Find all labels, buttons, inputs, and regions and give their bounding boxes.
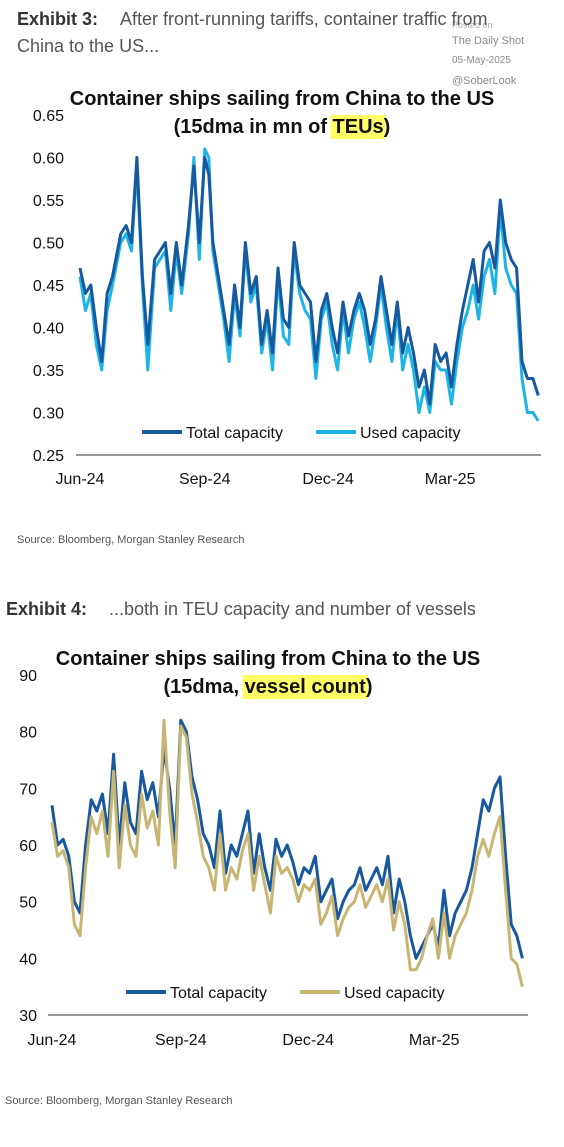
vessel-chart-title: Container ships sailing from China to th… [56,648,480,670]
teu-chart: Container ships sailing from China to th… [33,88,541,488]
vessel-ytick-label: 50 [19,895,37,912]
teu-ytick-label: 0.40 [33,321,64,338]
vessel-xtick-label: Dec-24 [282,1032,334,1049]
teu-ytick-label: 0.50 [33,236,64,253]
teu-ytick-label: 0.45 [33,278,64,295]
watermark-posted-on: Posted on [452,20,493,30]
vessel-chart: Container ships sailing from China to th… [19,648,528,1049]
vessel-subtitle-highlight: vessel count [245,676,367,698]
vessel-subtitle-prefix: (15dma, [164,676,245,698]
vessel-legend-label: Total capacity [170,985,267,1002]
vessel-subtitle-highlight-bg [242,675,368,699]
watermark: Posted on The Daily Shot 05-May-2025 @So… [452,20,562,92]
teu-ytick-label: 0.55 [33,193,64,210]
teu-ytick-label: 0.65 [33,108,64,125]
teu-xtick-label: Dec-24 [302,471,354,488]
teu-subtitle-highlight-bg [330,115,386,139]
teu-xtick-label: Mar-25 [425,471,476,488]
exhibit-3-source: Source: Bloomberg, Morgan Stanley Resear… [17,534,245,546]
teu-subtitle-prefix: (15dma in mn of [174,116,333,138]
teu-ytick-label: 0.35 [33,363,64,380]
vessel-xtick-label: Mar-25 [409,1032,460,1049]
teu-ytick-label: 0.30 [33,406,64,423]
teu-chart-subtitle: (15dma in mn of TEUs) [174,116,391,138]
teu-chart-title: Container ships sailing from China to th… [70,88,494,110]
vessel-ytick-label: 60 [19,838,37,855]
watermark-site: The Daily Shot [452,35,525,47]
teu-xtick-label: Jun-24 [56,471,105,488]
exhibit-4-source: Source: Bloomberg, Morgan Stanley Resear… [5,1095,233,1107]
watermark-date: 05-May-2025 [452,55,511,66]
vessel-xtick-label: Jun-24 [28,1032,77,1049]
vessel-ytick-label: 80 [19,725,37,742]
teu-subtitle-highlight: TEUs [333,116,384,138]
exhibit-3-header: Exhibit 3: After front-running tariffs, c… [17,6,517,60]
teu-subtitle-suffix: ) [384,116,391,138]
vessel-ytick-label: 40 [19,951,37,968]
exhibit-4-header: Exhibit 4: ...both in TEU capacity and nu… [6,596,506,623]
vessel-series-line-used [50,718,524,988]
exhibit-3: Exhibit 3: After front-running tariffs, c… [0,0,564,560]
teu-ytick-label: 0.60 [33,151,64,168]
teu-xtick-label: Sep-24 [179,471,231,488]
vessel-ytick-label: 70 [19,781,37,798]
teu-legend-label: Total capacity [186,425,283,442]
vessel-series-line-total [50,718,524,960]
teu-series-line-used [78,147,540,422]
exhibit-3-label: Exhibit 3: [17,9,99,29]
vessel-chart-subtitle: (15dma, vessel count) [164,676,373,698]
teu-series-line-total [78,156,540,406]
exhibit-4-label: Exhibit 4: [6,599,88,619]
teu-ytick-label: 0.25 [33,448,64,465]
teu-legend-label: Used capacity [360,425,461,442]
exhibit-4-headline: ...both in TEU capacity and number of ve… [109,599,476,619]
watermark-handle: @SoberLook [452,75,517,87]
vessel-legend-label: Used capacity [344,985,445,1002]
vessel-ytick-label: 30 [19,1008,37,1025]
vessel-subtitle-suffix: ) [366,676,373,698]
exhibit-4: Exhibit 4: ...both in TEU capacity and nu… [0,590,564,1130]
vessel-xtick-label: Sep-24 [155,1032,207,1049]
vessel-ytick-label: 90 [19,668,37,685]
exhibit-3-headline: After front-running tariffs, container t… [17,9,488,56]
